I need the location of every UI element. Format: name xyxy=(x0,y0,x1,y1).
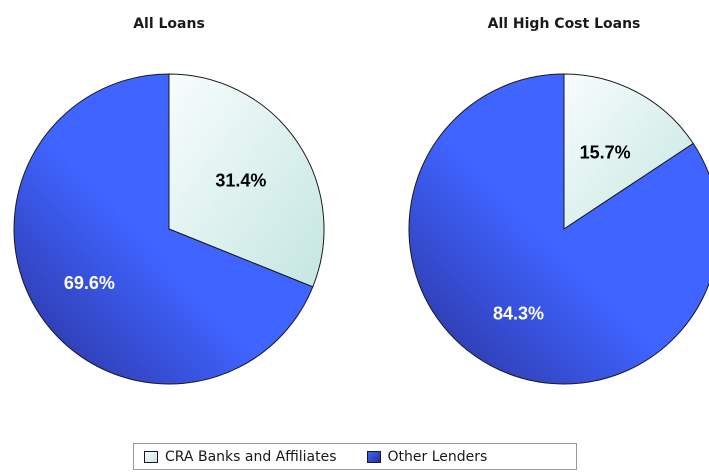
data-label-cra: 31.4% xyxy=(215,170,266,190)
pie-chart-2: All High Cost Loans 15.7% 84.3% xyxy=(408,16,709,385)
pie-title: All High Cost Loans xyxy=(488,16,641,32)
pie-slice-other-lenders xyxy=(13,73,314,385)
legend-label-cra: CRA Banks and Affiliates xyxy=(165,448,337,465)
pie-charts: All Loans 31.4% 69.6% All High Cost Loans 15… xyxy=(13,16,709,385)
legend-item-cra: CRA Banks and Affiliates xyxy=(144,449,337,465)
legend-label-other-lenders: Other Lenders xyxy=(387,448,488,465)
data-label-other-lenders: 84.3% xyxy=(493,304,544,324)
legend-swatch-other-lenders xyxy=(366,450,381,463)
pie-slice-cra xyxy=(168,73,325,288)
data-label-other-lenders: 69.6% xyxy=(64,273,115,293)
legend-swatch-cra xyxy=(144,450,158,463)
legend: CRA Banks and Affiliates Other Lenders xyxy=(133,443,577,470)
legend-item-other-lenders: Other Lenders xyxy=(366,448,488,465)
pie-title: All Loans xyxy=(133,16,205,32)
pie-chart-1: All Loans 31.4% 69.6% xyxy=(13,16,325,385)
pie-slice-other-lenders xyxy=(408,73,709,385)
pie-slice-cra xyxy=(563,73,694,230)
data-label-cra: 15.7% xyxy=(580,143,631,163)
